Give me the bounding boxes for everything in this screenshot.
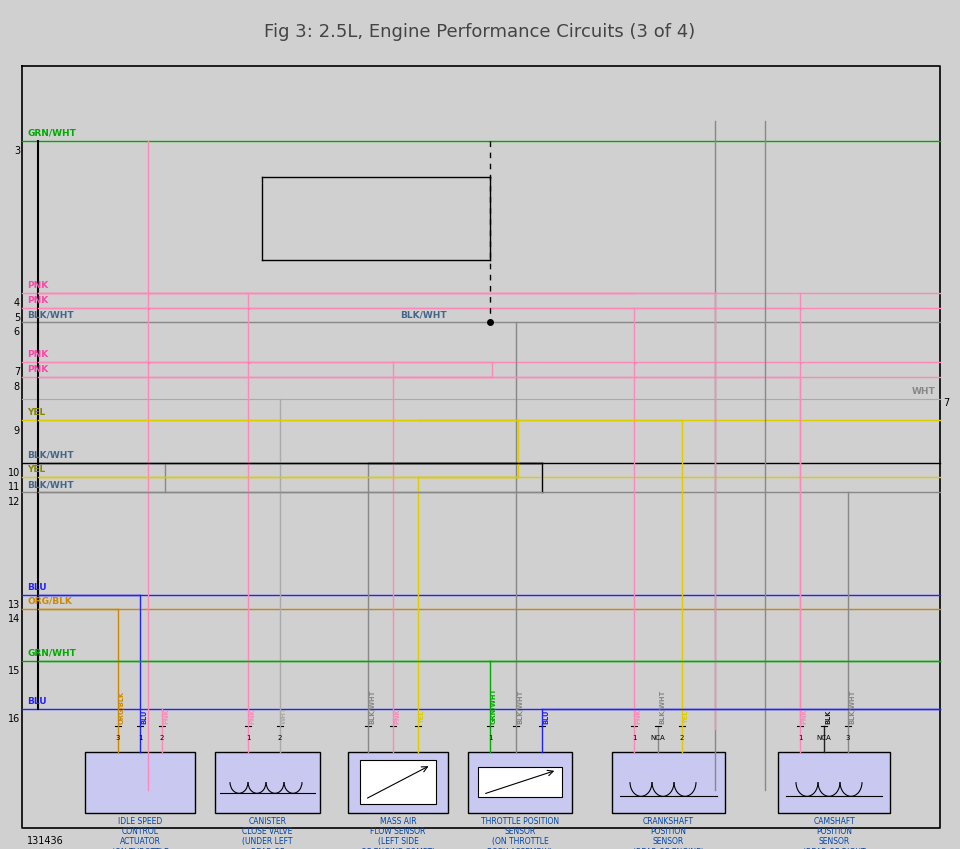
Text: 5: 5 <box>13 313 20 323</box>
Text: 4: 4 <box>13 298 20 308</box>
Text: 12: 12 <box>8 498 20 508</box>
Text: YEL: YEL <box>419 711 425 724</box>
Text: BLK/WHT: BLK/WHT <box>400 310 446 319</box>
Text: CANISTER
CLOSE VALVE
(UNDER LEFT
REAR OF
VEHICLE): CANISTER CLOSE VALVE (UNDER LEFT REAR OF… <box>242 817 293 849</box>
Text: 3: 3 <box>13 146 20 156</box>
Text: PNK: PNK <box>27 365 48 374</box>
Text: 3: 3 <box>846 734 851 740</box>
Text: 15: 15 <box>8 666 20 676</box>
Text: 2: 2 <box>680 734 684 740</box>
Text: 14: 14 <box>8 614 20 624</box>
Text: BLU: BLU <box>543 710 549 724</box>
Text: WHT: WHT <box>281 706 287 724</box>
Text: PNK: PNK <box>394 709 400 724</box>
Text: IDLE SPEED
CONTROL
ACTUATOR
(ON THROTTLE
BODY ASSEMBLY): IDLE SPEED CONTROL ACTUATOR (ON THROTTLE… <box>108 817 173 849</box>
Text: PNK: PNK <box>249 709 255 724</box>
Text: YEL: YEL <box>27 465 45 474</box>
Text: BLU: BLU <box>141 710 147 724</box>
Text: 1: 1 <box>137 734 142 740</box>
Text: 10: 10 <box>8 468 20 478</box>
Bar <box>215 751 320 812</box>
Text: 7: 7 <box>13 367 20 377</box>
Bar <box>468 751 572 812</box>
Text: PNK: PNK <box>27 350 48 358</box>
Bar <box>360 760 436 804</box>
Text: PNK: PNK <box>163 709 169 724</box>
Text: PNK: PNK <box>801 709 807 724</box>
Text: 16: 16 <box>8 714 20 724</box>
Text: CRANKSHAFT
POSITION
SENSOR
(REAR OF ENGINE): CRANKSHAFT POSITION SENSOR (REAR OF ENGI… <box>633 817 704 849</box>
Text: YEL: YEL <box>683 711 689 724</box>
Bar <box>612 751 725 812</box>
Text: BLK: BLK <box>825 710 831 724</box>
Text: GRN/WHT: GRN/WHT <box>491 689 497 724</box>
Text: 2: 2 <box>159 734 164 740</box>
Text: BLU: BLU <box>27 697 47 706</box>
Text: CAMSHAFT
POSITION
SENSOR
(REAR OF RIGHT
CYLINDER HEAD): CAMSHAFT POSITION SENSOR (REAR OF RIGHT … <box>802 817 867 849</box>
Text: BLK/WHT: BLK/WHT <box>849 690 855 724</box>
Text: 9: 9 <box>13 425 20 436</box>
Text: GRN/WHT: GRN/WHT <box>27 129 76 138</box>
Text: BLK/WHT: BLK/WHT <box>27 451 74 460</box>
Text: MASS AIR
FLOW SENSOR
(LEFT SIDE
OF ENGINE COMPT): MASS AIR FLOW SENSOR (LEFT SIDE OF ENGIN… <box>361 817 435 849</box>
Text: THROTTLE POSITION
SENSOR
(ON THROTTLE
BODY ASSEMBLY): THROTTLE POSITION SENSOR (ON THROTTLE BO… <box>481 817 559 849</box>
Text: Fig 3: 2.5L, Engine Performance Circuits (3 of 4): Fig 3: 2.5L, Engine Performance Circuits… <box>264 23 696 41</box>
Text: 2: 2 <box>277 734 282 740</box>
Text: BLK/WHT: BLK/WHT <box>27 481 74 489</box>
Text: YEL: YEL <box>27 408 45 418</box>
Text: 1: 1 <box>632 734 636 740</box>
Text: PNK: PNK <box>27 296 48 305</box>
Text: 7: 7 <box>943 398 949 408</box>
Text: NCA: NCA <box>651 734 665 740</box>
Text: BLU: BLU <box>27 582 47 592</box>
Text: BLK/WHT: BLK/WHT <box>659 690 665 724</box>
Text: 11: 11 <box>8 482 20 492</box>
Text: NCA: NCA <box>817 734 831 740</box>
Text: ORG/BLK: ORG/BLK <box>27 597 72 606</box>
Bar <box>85 751 195 812</box>
Text: GRN/WHT: GRN/WHT <box>27 649 76 657</box>
Text: 1: 1 <box>246 734 251 740</box>
Text: PNK: PNK <box>635 709 641 724</box>
Text: 8: 8 <box>13 382 20 392</box>
Text: 1: 1 <box>798 734 803 740</box>
Text: BLK/WHT: BLK/WHT <box>517 690 523 724</box>
Text: ORG/BLK: ORG/BLK <box>119 691 125 724</box>
Text: BLK/WHT: BLK/WHT <box>369 690 375 724</box>
Text: 13: 13 <box>8 599 20 610</box>
Text: 6: 6 <box>13 327 20 337</box>
Text: 3: 3 <box>116 734 120 740</box>
Text: 1: 1 <box>488 734 492 740</box>
Text: PNK: PNK <box>27 281 48 290</box>
Text: WHT: WHT <box>911 387 935 396</box>
Bar <box>348 751 448 812</box>
Bar <box>778 751 890 812</box>
Bar <box>478 767 562 797</box>
Text: 131436: 131436 <box>27 835 63 846</box>
Text: BLK/WHT: BLK/WHT <box>27 310 74 319</box>
